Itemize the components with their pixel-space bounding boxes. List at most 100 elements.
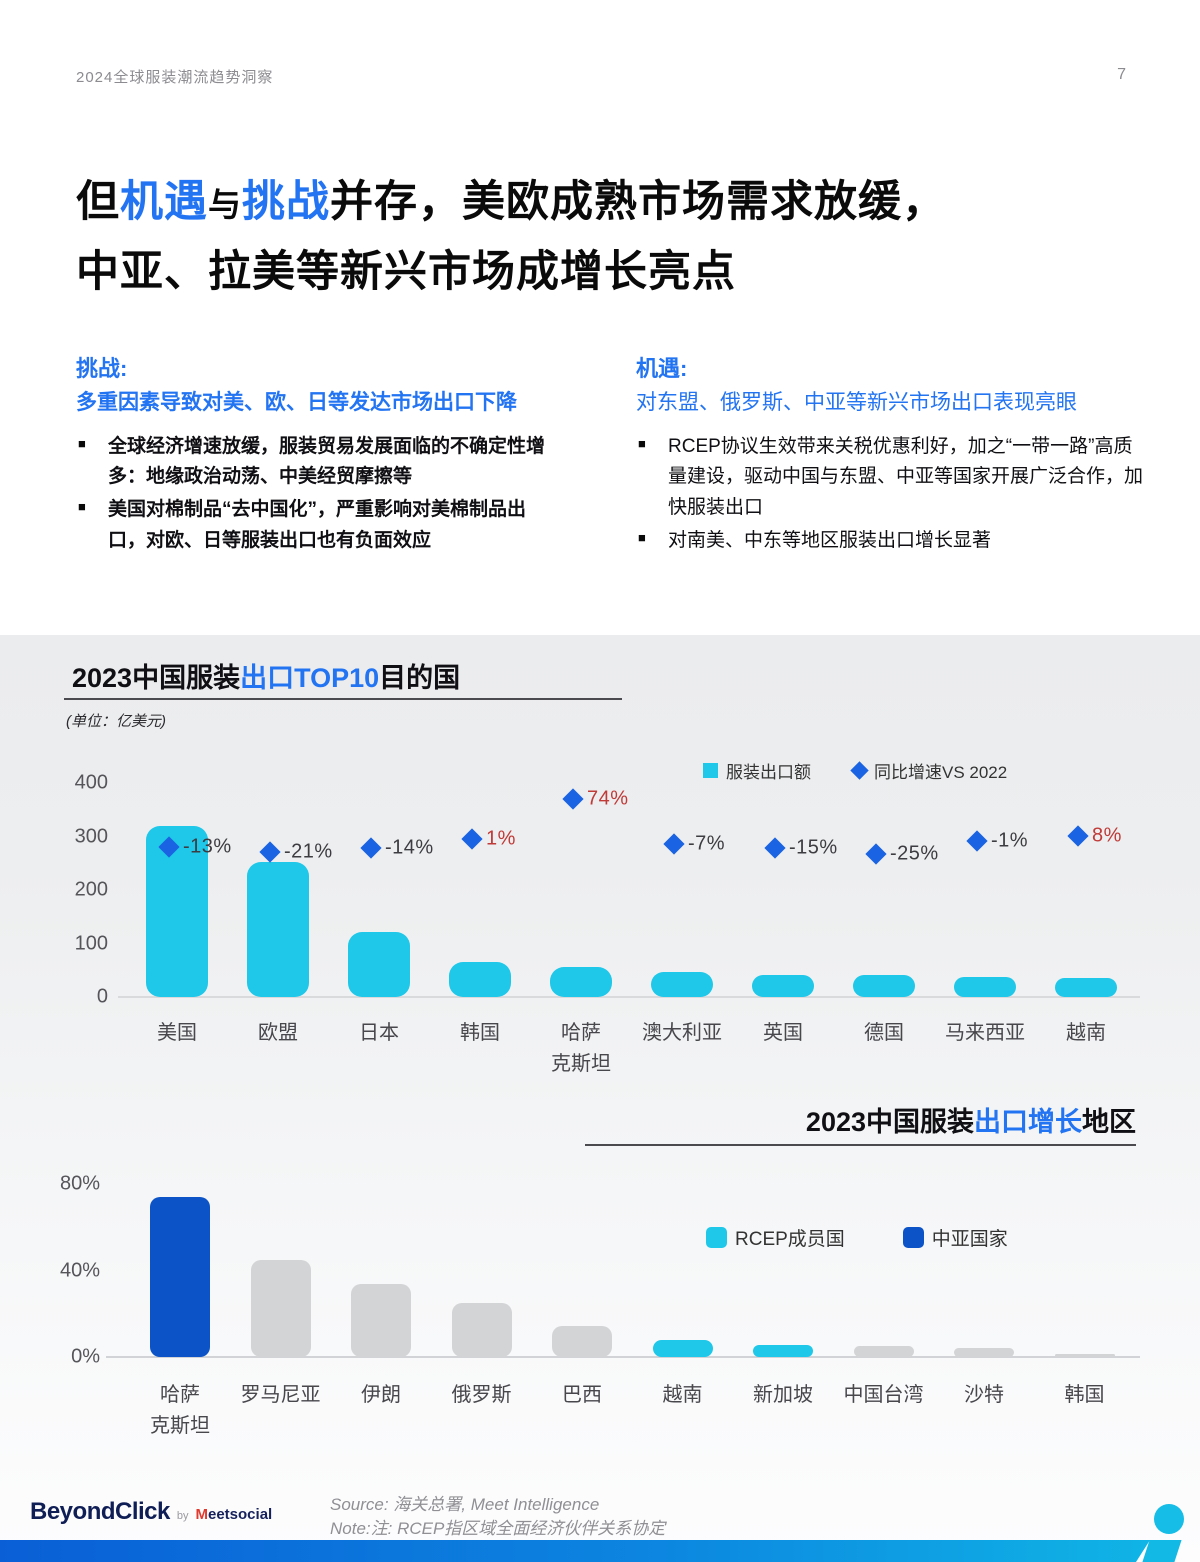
chart1-category-label: 日本 <box>359 1022 399 1044</box>
chart1-title-highlight: 出口TOP10 <box>240 663 380 693</box>
title-segment: 并存，美欧成熟市场需求放缓， <box>330 178 946 226</box>
chart2-category-label: 伊朗 <box>361 1384 401 1406</box>
opportunity-bullet-list: RCEP协议生效带来关税优惠利好，加之“一带一路”高质量建设，驱动中国与东盟、中… <box>636 432 1148 557</box>
chart2-category-label: 俄罗斯 <box>451 1384 512 1406</box>
chart1-bar <box>247 862 309 997</box>
legend-label: RCEP成员国 <box>735 1229 845 1250</box>
chart1-category-label: 哈萨 克斯坦 <box>551 1022 611 1075</box>
chart1-unit-note: (单位：亿美元) <box>66 713 166 730</box>
chart1-ytick: 400 <box>74 771 108 794</box>
chart2-category-label: 新加坡 <box>753 1384 813 1406</box>
chart1-bar <box>954 977 1016 997</box>
chart2-title: 2023中国服装出口增长地区 <box>806 1100 1136 1139</box>
chart1-bar <box>752 975 814 997</box>
chart1-title-underline <box>64 698 622 700</box>
chart2-category-label: 哈萨 克斯坦 <box>150 1384 210 1437</box>
chart2-ytick: 80% <box>59 1172 100 1195</box>
footer-accent-dot-icon <box>1154 1504 1184 1534</box>
title-segment: 但 <box>76 178 120 226</box>
chart2-title-highlight: 出口增长 <box>974 1107 1082 1137</box>
chart2-bar <box>652 1340 713 1357</box>
chart2-category-label: 沙特 <box>964 1384 1004 1406</box>
chart1-growth-label: -13% <box>183 835 232 858</box>
title-segment: 挑战 <box>242 178 330 226</box>
chart2-title-suffix: 地区 <box>1082 1107 1136 1137</box>
brand-logo-subbrand: Meetsocial <box>196 1506 273 1523</box>
chart2-bar <box>150 1197 210 1357</box>
chart1-bar <box>550 967 612 997</box>
chart2-category-label: 罗马尼亚 <box>240 1384 321 1406</box>
chart2-bar <box>753 1345 813 1357</box>
brand-logo-subbrand-rest: eetsocial <box>208 1506 273 1523</box>
chart2-category-label: 越南 <box>662 1384 703 1406</box>
chart2-category-label: 巴西 <box>562 1384 602 1406</box>
chart1-growth-label: -25% <box>890 842 939 865</box>
challenge-heading: 挑战: <box>76 356 128 381</box>
footnote: Note:注: RCEP指区域全面经济伙伴关系协定 <box>330 1519 666 1538</box>
chart1-bar <box>1055 978 1117 997</box>
chart2-category-label: 韩国 <box>1064 1384 1105 1406</box>
chart2-bar <box>1054 1354 1115 1357</box>
chart2-legend: RCEP成员国 中亚国家 <box>706 1224 1008 1251</box>
chart1-growth-label: -1% <box>991 829 1029 852</box>
legend-label: 同比增速VS 2022 <box>874 763 1008 782</box>
chart1-growth-label: -21% <box>284 840 333 863</box>
footer-accent-bar <box>0 1540 1150 1562</box>
chart1-legend: 服装出口额 同比增速VS 2022 <box>703 758 1007 783</box>
legend-diamond-icon <box>850 761 869 780</box>
chart1-growth-label: -14% <box>385 836 434 859</box>
bullet-item: RCEP协议生效带来关税优惠利好，加之“一带一路”高质量建设，驱动中国与东盟、中… <box>636 432 1148 524</box>
chart1-ytick: 200 <box>74 878 108 901</box>
chart1-title-suffix: 目的国 <box>379 663 461 693</box>
title-segment: 机遇 <box>120 178 208 226</box>
chart1-bar <box>348 932 410 997</box>
page-title-line1: 但机遇与挑战并存，美欧成熟市场需求放缓， <box>76 168 1146 238</box>
chart1-bar <box>449 962 511 997</box>
chart2-category-label: 中国台湾 <box>843 1384 924 1406</box>
chart2-bar <box>250 1260 311 1357</box>
chart2-title-underline <box>585 1144 1136 1146</box>
chart1-bar <box>651 972 713 997</box>
chart1-title: 2023中国服装出口TOP10目的国 <box>72 656 460 695</box>
challenge-subtitle: 多重因素导致对美、欧、日等发达市场出口下降 <box>76 391 517 414</box>
brand-logo: BeyondClick by Meetsocial <box>30 1498 272 1526</box>
opportunity-subtitle: 对东盟、俄罗斯、中亚等新兴市场出口表现亮眼 <box>636 391 1077 414</box>
chart1-category-label: 澳大利亚 <box>642 1022 722 1044</box>
legend-item-export-value: 服装出口额 <box>703 758 811 783</box>
chart2-title-prefix: 2023中国服装 <box>805 1107 974 1137</box>
source-note: Source: 海关总署, Meet Intelligence <box>330 1495 600 1514</box>
chart2-ytick: 0% <box>71 1345 100 1368</box>
page-number: 7 <box>1117 66 1126 83</box>
challenge-section: 挑战: 多重因素导致对美、欧、日等发达市场出口下降 全球经济增速放缓，服装贸易发… <box>76 352 554 559</box>
legend-square-icon <box>703 763 718 778</box>
page-title: 但机遇与挑战并存，美欧成熟市场需求放缓， 中亚、拉美等新兴市场成增长亮点 <box>76 168 1146 307</box>
chart1-ytick: 0 <box>96 985 108 1008</box>
brand-logo-subbrand-initial: M <box>195 1506 209 1523</box>
challenge-bullet-list: 全球经济增速放缓，服装贸易发展面临的不确定性增多：地缘政治动荡、中美经贸摩擦等美… <box>76 432 554 557</box>
legend-item-central-asia: 中亚国家 <box>902 1224 1008 1251</box>
title-segment: 与 <box>208 186 242 223</box>
chart2-bar <box>351 1284 411 1357</box>
chart1-title-prefix: 2023中国服装 <box>72 663 241 693</box>
chart1-category-label: 美国 <box>157 1022 197 1044</box>
chart1-category-label: 越南 <box>1066 1022 1106 1044</box>
opportunity-heading: 机遇: <box>636 356 688 381</box>
chart2-bar <box>954 1348 1014 1357</box>
bullet-item: 对南美、中东等地区服装出口增长显著 <box>636 526 1148 557</box>
brand-logo-text: BeyondClick <box>30 1498 170 1525</box>
chart1-category-label: 德国 <box>864 1022 904 1044</box>
bullet-item: 美国对棉制品“去中国化”，严重影响对美棉制品出口，对欧、日等服装出口也有负面效应 <box>76 495 554 557</box>
chart2-bar <box>451 1303 512 1357</box>
chart1-growth-label: 8% <box>1092 824 1122 847</box>
legend-item-growth: 同比增速VS 2022 <box>850 758 1008 783</box>
opportunity-section: 机遇: 对东盟、俄罗斯、中亚等新兴市场出口表现亮眼 RCEP协议生效带来关税优惠… <box>636 352 1148 559</box>
chart1-ytick: 300 <box>74 825 108 847</box>
legend-square-icon <box>902 1227 924 1248</box>
legend-square-icon <box>706 1227 727 1248</box>
chart2-bar <box>552 1326 612 1357</box>
charts-panel-background <box>0 635 1200 1562</box>
chart1-growth-label: -7% <box>688 832 726 855</box>
chart1-bar <box>146 826 208 997</box>
bullet-item: 全球经济增速放缓，服装贸易发展面临的不确定性增多：地缘政治动荡、中美经贸摩擦等 <box>76 432 554 494</box>
